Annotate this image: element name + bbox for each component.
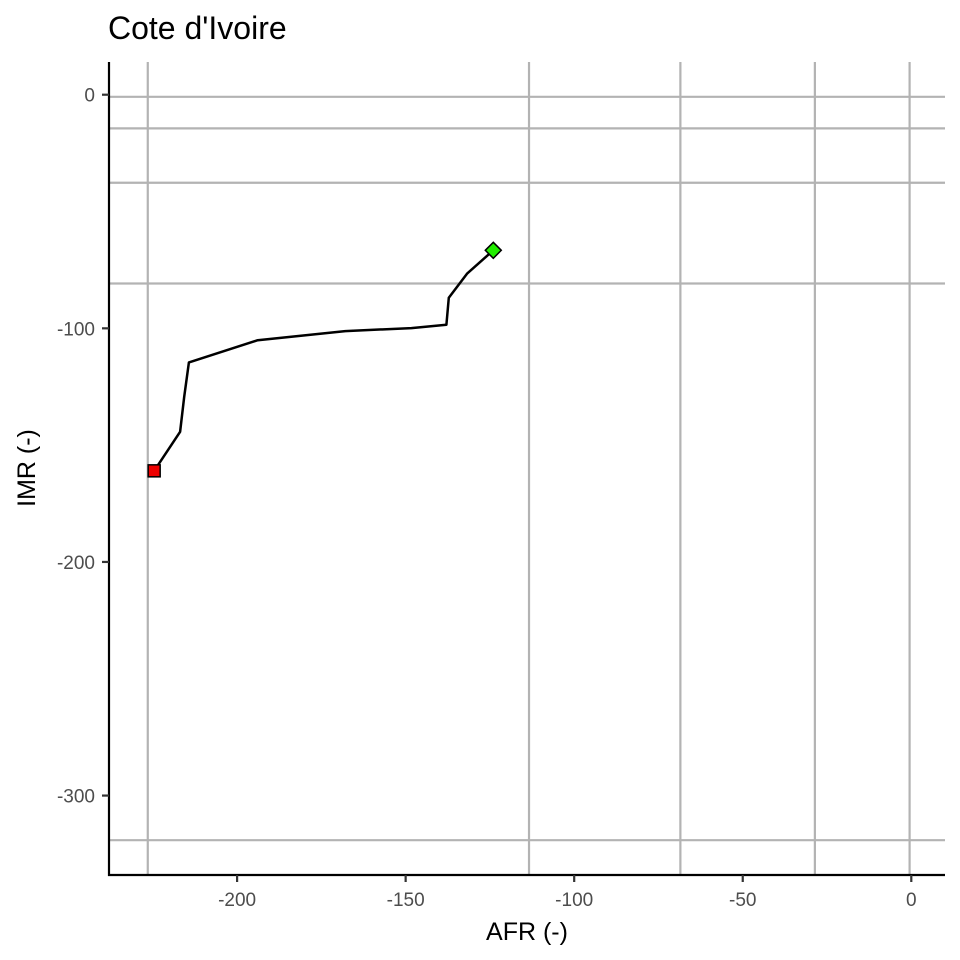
x-tick-label: 0 — [906, 890, 917, 911]
x-axis-title: AFR (-) — [486, 918, 568, 946]
y-tick-label: -200 — [57, 553, 95, 574]
axes — [107, 62, 945, 877]
markers — [147, 241, 503, 478]
grid — [109, 62, 945, 875]
x-tick-label: -150 — [387, 890, 425, 911]
y-tick-label: -100 — [57, 319, 95, 340]
y-tick-label: -300 — [57, 787, 95, 808]
start-marker — [147, 464, 161, 478]
series-line — [153, 249, 495, 472]
series — [153, 249, 495, 472]
y-axis-title: IMR (-) — [13, 429, 41, 507]
ticks: -200 -150 -100 -50 0 0 -100 -200 -300 — [57, 86, 917, 911]
chart-title: Cote d'Ivoire — [108, 10, 287, 46]
end-marker — [484, 241, 503, 260]
x-tick-label: -100 — [555, 890, 593, 911]
x-tick-label: -200 — [218, 890, 256, 911]
x-tick-label: -50 — [729, 890, 756, 911]
y-tick-label: 0 — [84, 86, 95, 107]
